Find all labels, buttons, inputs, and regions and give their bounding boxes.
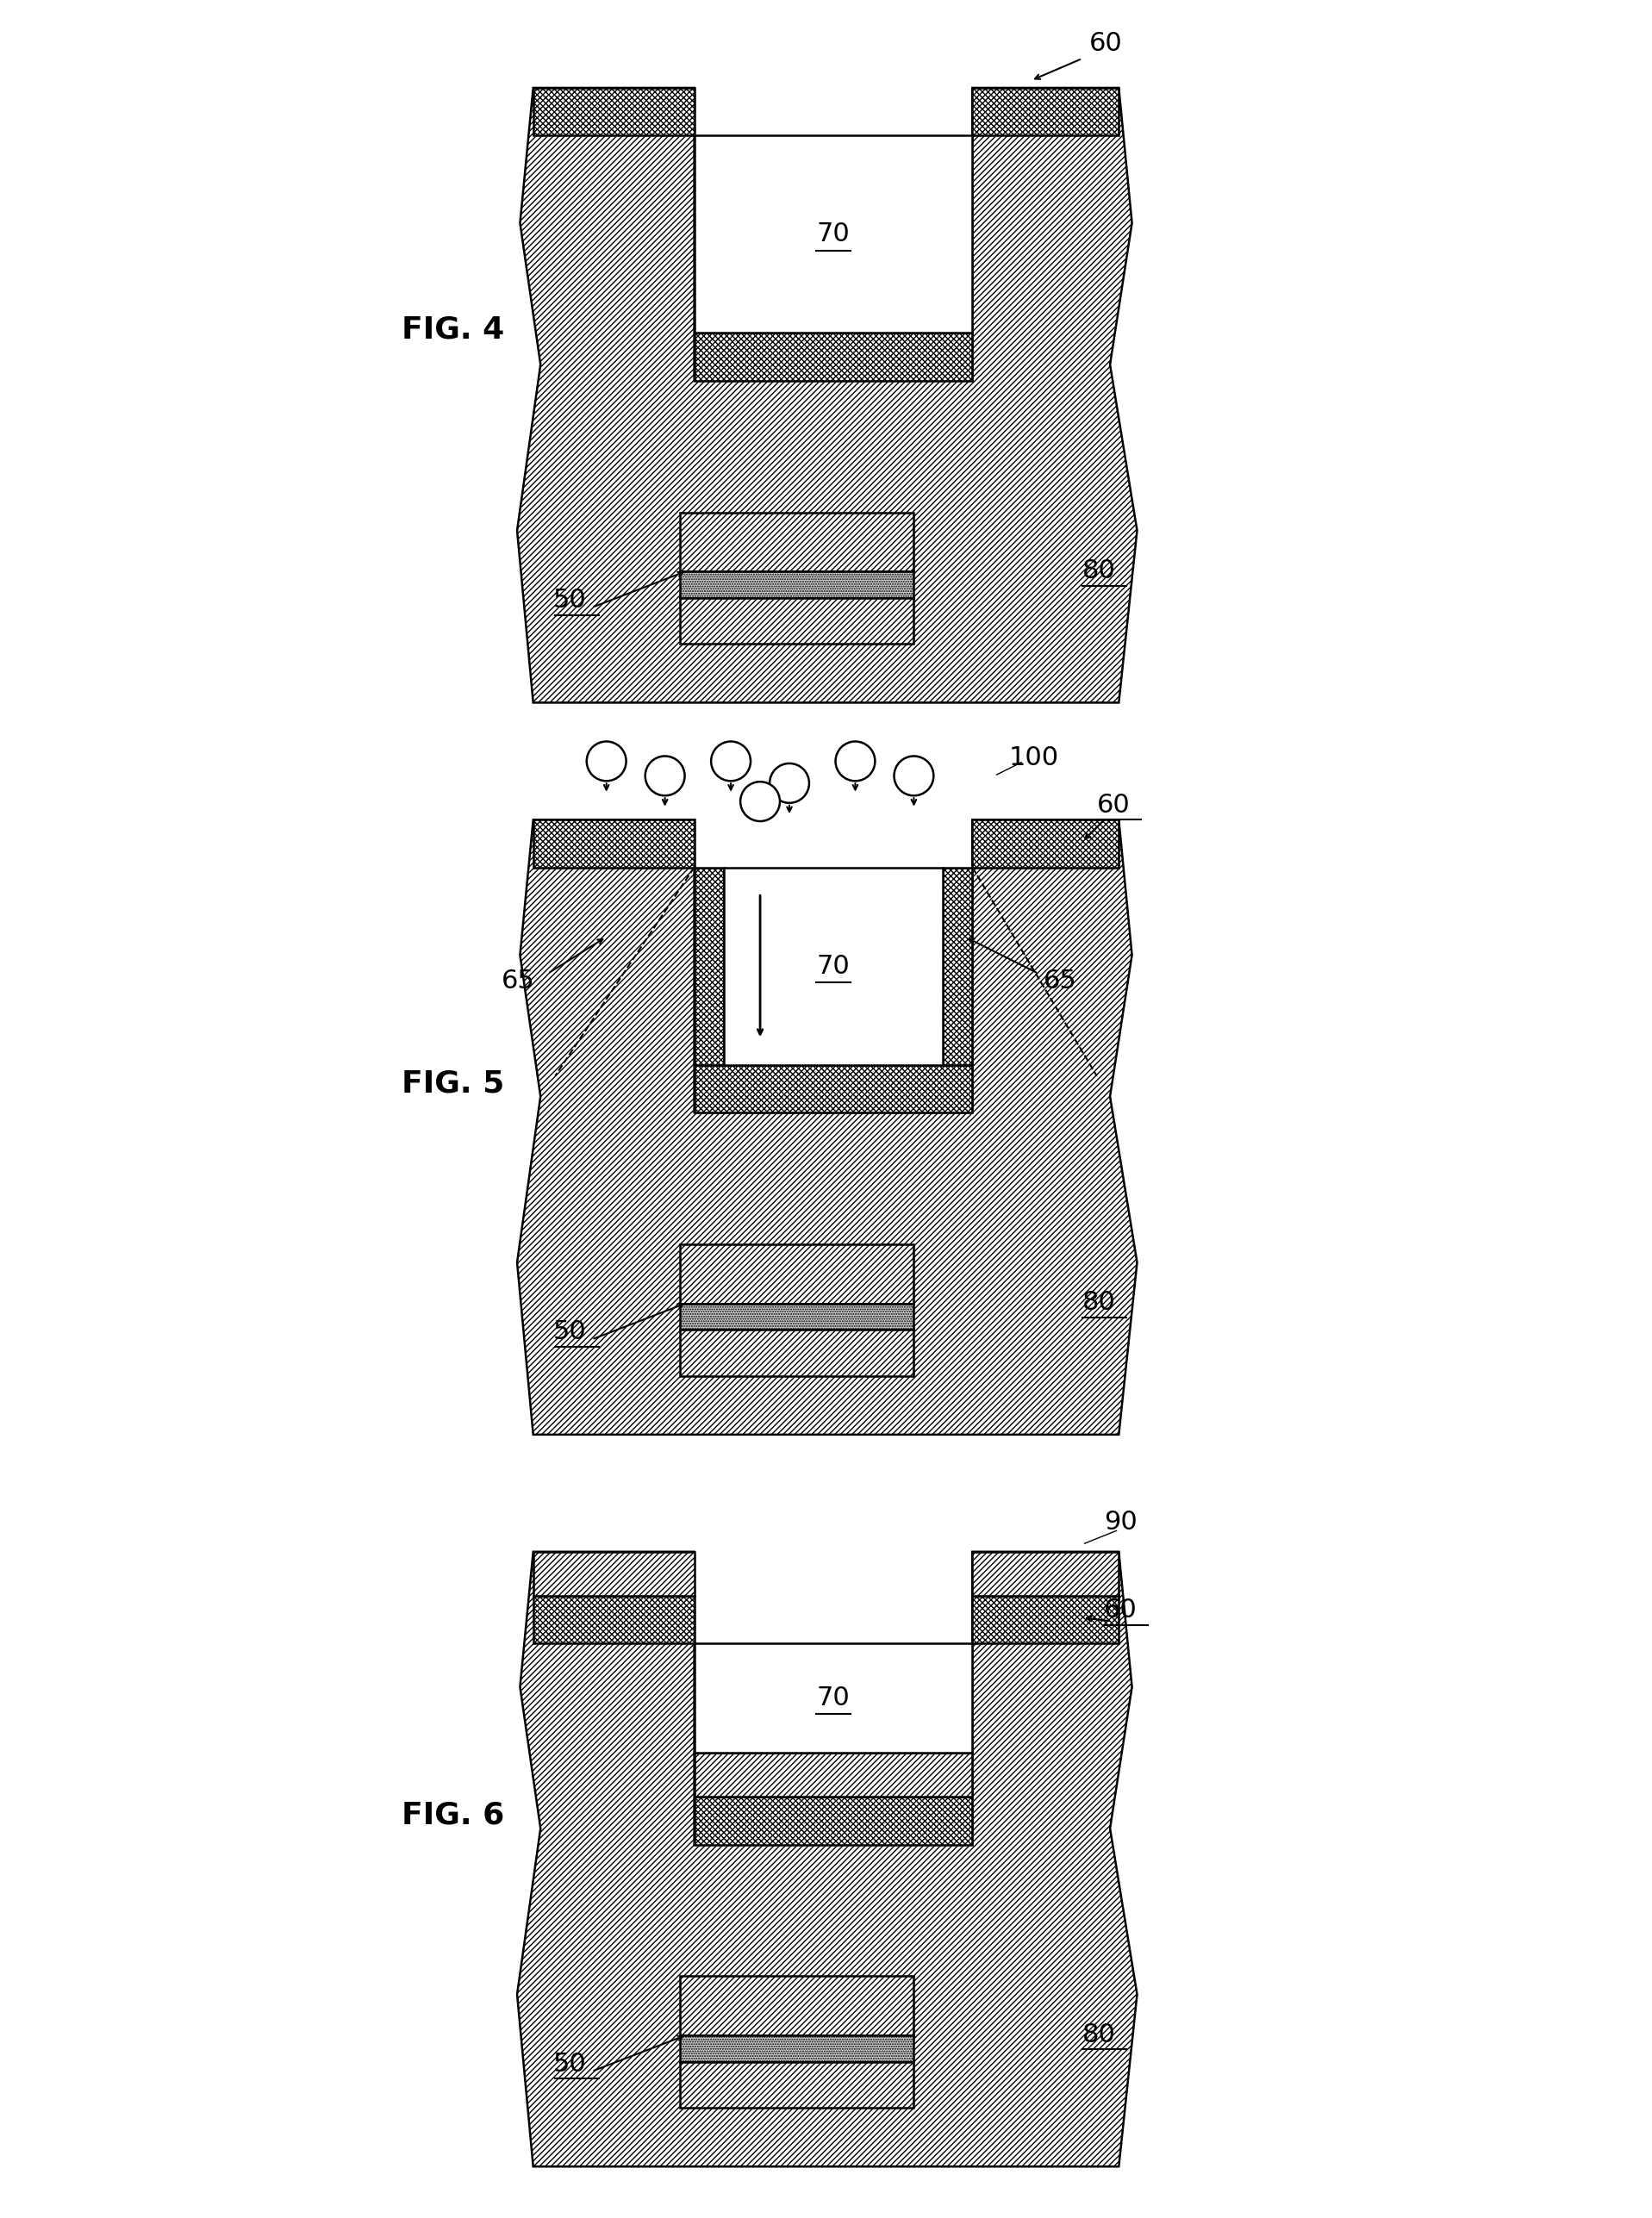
Polygon shape bbox=[679, 1244, 914, 1304]
Polygon shape bbox=[679, 572, 914, 599]
Circle shape bbox=[646, 756, 684, 796]
Circle shape bbox=[770, 763, 809, 803]
Polygon shape bbox=[694, 1644, 973, 1752]
Text: 70: 70 bbox=[816, 222, 851, 246]
Polygon shape bbox=[534, 89, 694, 135]
Circle shape bbox=[836, 741, 876, 781]
Polygon shape bbox=[679, 2063, 914, 2107]
Text: 70: 70 bbox=[816, 1686, 851, 1710]
Text: 80: 80 bbox=[1082, 2023, 1115, 2047]
Polygon shape bbox=[973, 1595, 1118, 1644]
Circle shape bbox=[740, 781, 780, 821]
Polygon shape bbox=[679, 512, 914, 572]
Polygon shape bbox=[694, 1752, 973, 1797]
Polygon shape bbox=[517, 1553, 1137, 2167]
Text: 60: 60 bbox=[1097, 792, 1130, 818]
Text: 90: 90 bbox=[1104, 1510, 1138, 1535]
Polygon shape bbox=[517, 821, 1137, 1435]
Text: FIG. 6: FIG. 6 bbox=[401, 1801, 504, 1830]
Polygon shape bbox=[534, 1595, 694, 1644]
Polygon shape bbox=[694, 135, 973, 333]
Text: FIG. 4: FIG. 4 bbox=[401, 315, 504, 344]
Polygon shape bbox=[534, 821, 694, 867]
Polygon shape bbox=[679, 1331, 914, 1375]
Polygon shape bbox=[694, 1797, 973, 1845]
Text: 70: 70 bbox=[816, 954, 851, 978]
Polygon shape bbox=[943, 867, 973, 1065]
Polygon shape bbox=[694, 867, 724, 1065]
Polygon shape bbox=[679, 1304, 914, 1331]
Polygon shape bbox=[694, 1065, 973, 1113]
Text: 100: 100 bbox=[1009, 745, 1059, 770]
Polygon shape bbox=[517, 89, 1137, 703]
Text: 65: 65 bbox=[1044, 969, 1077, 994]
Polygon shape bbox=[973, 89, 1118, 135]
Circle shape bbox=[894, 756, 933, 796]
Polygon shape bbox=[679, 599, 914, 643]
Text: 50: 50 bbox=[553, 2052, 586, 2076]
Polygon shape bbox=[973, 821, 1118, 867]
Text: 50: 50 bbox=[553, 1320, 586, 1344]
Text: 80: 80 bbox=[1082, 559, 1115, 583]
Circle shape bbox=[710, 741, 750, 781]
Circle shape bbox=[586, 741, 626, 781]
Text: 60: 60 bbox=[1090, 31, 1123, 55]
Polygon shape bbox=[679, 2036, 914, 2063]
Polygon shape bbox=[973, 1553, 1118, 1595]
Polygon shape bbox=[724, 867, 943, 1065]
Text: 50: 50 bbox=[553, 588, 586, 612]
Polygon shape bbox=[679, 1976, 914, 2036]
Text: 80: 80 bbox=[1082, 1291, 1115, 1315]
Polygon shape bbox=[534, 1553, 694, 1595]
Text: 65: 65 bbox=[502, 969, 535, 994]
Text: FIG. 5: FIG. 5 bbox=[401, 1069, 504, 1098]
Polygon shape bbox=[694, 333, 973, 381]
Text: 60: 60 bbox=[1104, 1597, 1138, 1624]
